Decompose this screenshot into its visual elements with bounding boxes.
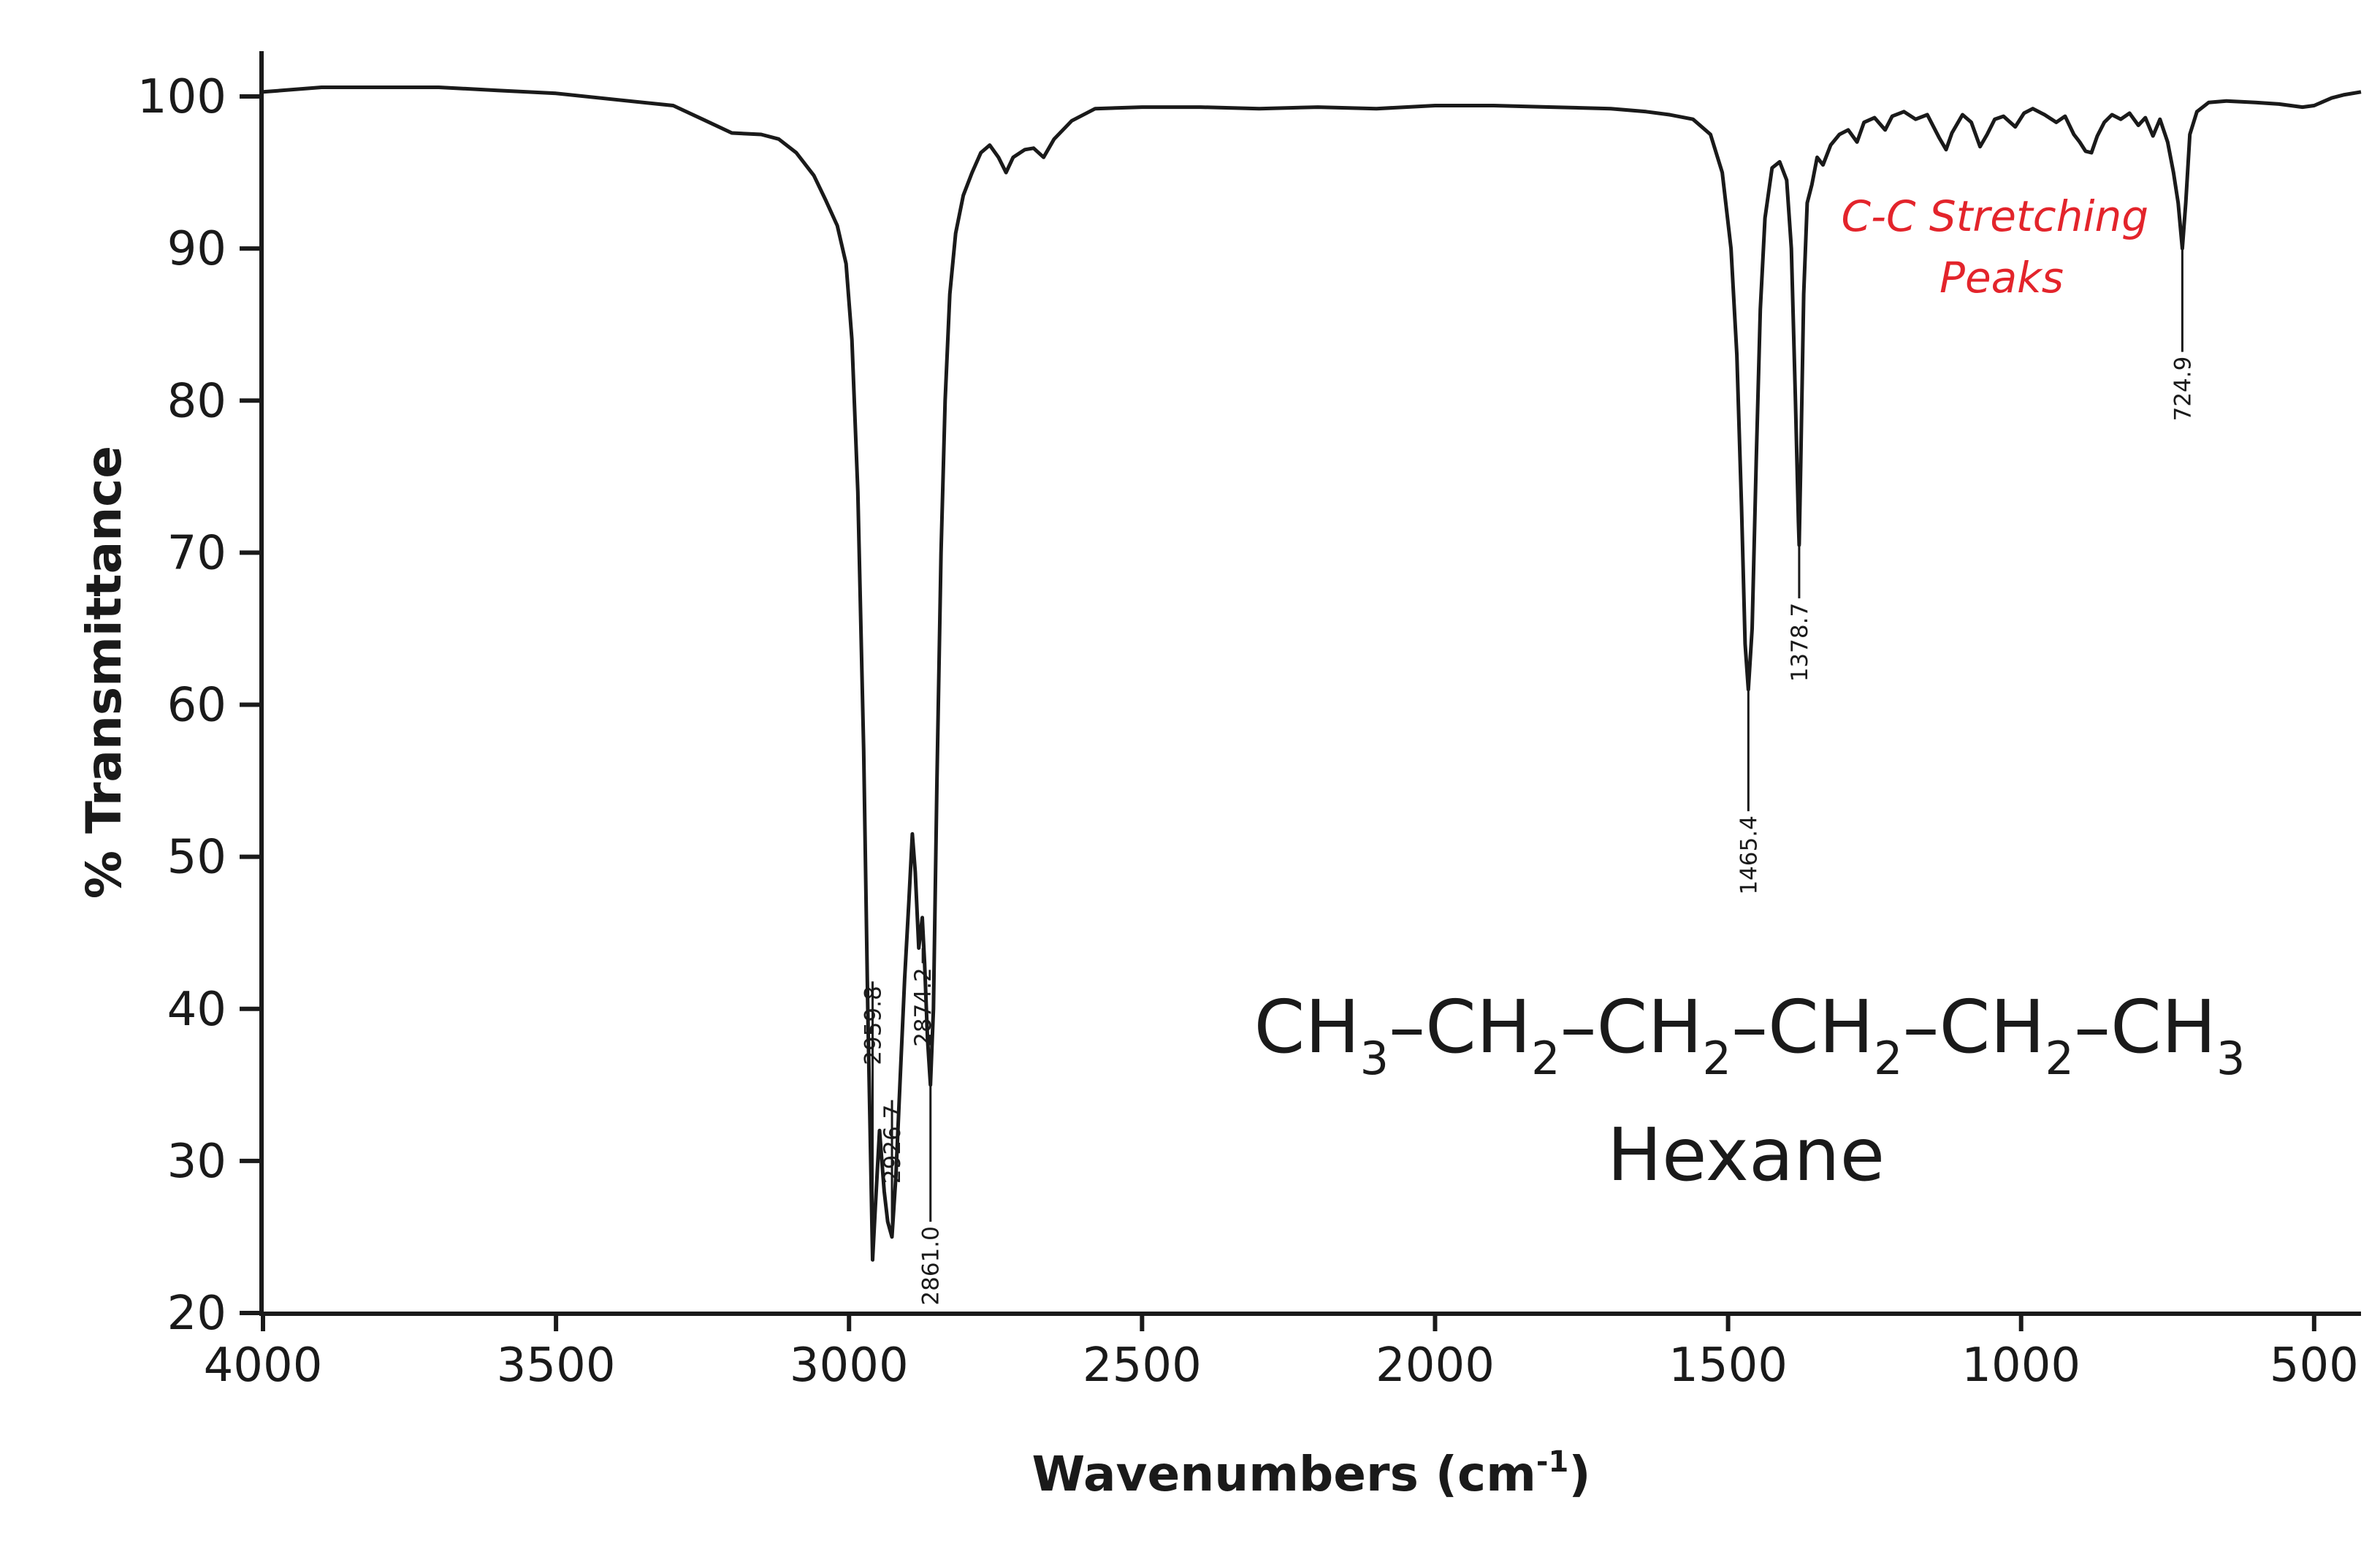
compound-name: Hexane	[1607, 1112, 1885, 1198]
x-tick-label: 4000	[204, 1339, 323, 1393]
x-axis-title: Wavenumbers (cm-1)	[1032, 1445, 1591, 1502]
y-axis-title: % Transmittance	[76, 446, 132, 899]
x-tick-label: 3500	[497, 1339, 616, 1393]
formula-subscript: 3	[1360, 1032, 1389, 1085]
x-tick-label: 1000	[1961, 1339, 2080, 1393]
y-tick-label: 20	[167, 1287, 226, 1341]
y-tick-label: 30	[167, 1135, 226, 1189]
x-tick-label: 2500	[1083, 1339, 1202, 1393]
peak-label: 2959.8	[860, 986, 886, 1065]
y-tick-label: 70	[167, 526, 226, 580]
spectrum-line-group	[262, 85, 2362, 1262]
x-tick-label: 500	[2270, 1339, 2359, 1393]
peak-labels: 2959.8 2926.7 2874.2 2861.0 1465.4 1378.7 724.…	[860, 248, 2196, 1306]
x-axis-title-sup: -1	[1536, 1445, 1568, 1479]
x-tick-label: 1500	[1668, 1339, 1788, 1393]
formula-group: –CH	[1902, 984, 2045, 1070]
peak-label: 1465.4	[1736, 815, 1762, 894]
hexane-formula: CH3–CH2–CH2–CH2–CH2–CH3	[1254, 984, 2246, 1085]
y-tick-label: 100	[137, 70, 226, 124]
y-tick-label: 40	[167, 983, 226, 1037]
formula-subscript: 3	[2216, 1032, 2245, 1085]
formula-subscript: 2	[1874, 1032, 1902, 1085]
formula-group: –CH	[1560, 984, 1703, 1070]
formula-group: –CH	[2074, 984, 2216, 1070]
peak-label: 2861.0	[918, 1226, 945, 1305]
peak-label: 2926.7	[880, 1105, 906, 1184]
x-axis-title-main: Wavenumbers (cm	[1032, 1446, 1536, 1502]
c-c-stretching-annotation: C-C Stretching Peaks	[1842, 191, 2162, 302]
y-tick-label: 90	[167, 222, 226, 276]
annotation-line-2: Peaks	[1940, 253, 2064, 302]
spectrum-line	[262, 85, 2362, 1262]
formula-group: –CH	[1389, 984, 1531, 1070]
y-tick-label: 50	[167, 831, 226, 885]
x-axis-title-end: )	[1568, 1446, 1590, 1502]
formula-subscript: 2	[2045, 1032, 2074, 1085]
annotation-line-1: C-C Stretching	[1842, 191, 2149, 241]
x-tick-label: 2000	[1376, 1339, 1495, 1393]
formula-group: CH	[1254, 984, 1360, 1070]
formula-group: –CH	[1731, 984, 1874, 1070]
peak-label: 2874.2	[910, 967, 937, 1046]
peak-label: 724.9	[2170, 357, 2196, 422]
y-tick-label: 80	[167, 374, 226, 428]
x-tick-label: 3000	[790, 1339, 909, 1393]
formula-subscript: 2	[1703, 1032, 1731, 1085]
formula-subscript: 2	[1531, 1032, 1560, 1085]
peak-label: 1378.7	[1787, 603, 1813, 682]
y-tick-label: 60	[167, 679, 226, 733]
